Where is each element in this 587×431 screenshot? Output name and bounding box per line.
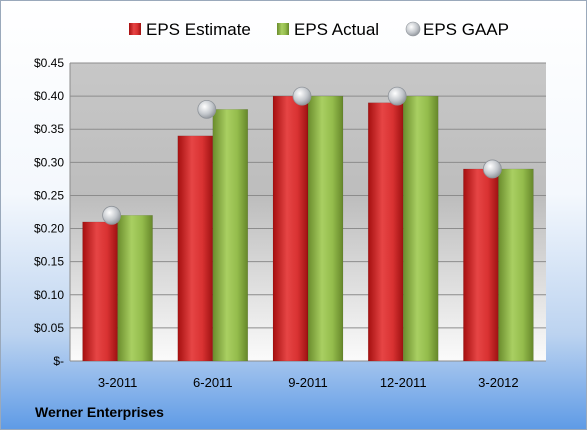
marker-eps-gaap	[292, 86, 312, 106]
legend-label-eps-actual: EPS Actual	[294, 20, 379, 39]
y-tick-label: $0.10	[34, 288, 64, 302]
marker-eps-gaap	[102, 205, 121, 225]
y-tick-label: $0.20	[34, 222, 64, 236]
y-tick-label: $0.30	[34, 155, 64, 169]
bar-eps-actual	[212, 109, 249, 362]
x-tick-label: 3-2011	[98, 375, 138, 390]
bar-eps-actual	[402, 95, 439, 362]
y-tick-label: $0.35	[34, 122, 64, 136]
y-tick-label: $-	[53, 354, 64, 368]
bar-eps-estimate	[463, 168, 499, 362]
y-tick-label: $0.40	[34, 89, 64, 103]
x-tick-label: 9-2011	[288, 375, 328, 390]
bar-eps-actual	[117, 215, 153, 362]
bar-eps-estimate	[177, 135, 214, 362]
x-tick-label: 6-2011	[193, 375, 233, 390]
bar-eps-estimate	[272, 95, 309, 362]
bar-eps-estimate	[82, 221, 118, 362]
marker-eps-gaap	[387, 86, 407, 106]
y-tick-label: $0.15	[34, 255, 64, 269]
y-tick-label: $0.45	[34, 56, 64, 70]
legend-swatch-eps-gaap	[405, 21, 421, 37]
legend-label-eps-gaap: EPS GAAP	[423, 20, 509, 39]
company-name: Werner Enterprises	[35, 404, 164, 420]
marker-eps-gaap	[197, 99, 217, 119]
bar-eps-actual	[307, 95, 344, 362]
y-tick-label: $0.05	[34, 321, 64, 335]
legend-swatch-eps-actual	[277, 23, 289, 35]
x-tick-label: 12-2011	[380, 375, 427, 390]
x-tick-label: 3-2012	[478, 375, 518, 390]
marker-eps-gaap	[482, 159, 502, 179]
bar-eps-actual	[498, 168, 534, 362]
legend-swatch-eps-estimate	[129, 23, 141, 35]
bar-eps-estimate	[367, 102, 404, 362]
y-tick-label: $0.25	[34, 188, 64, 202]
legend-label-eps-estimate: EPS Estimate	[146, 20, 251, 39]
